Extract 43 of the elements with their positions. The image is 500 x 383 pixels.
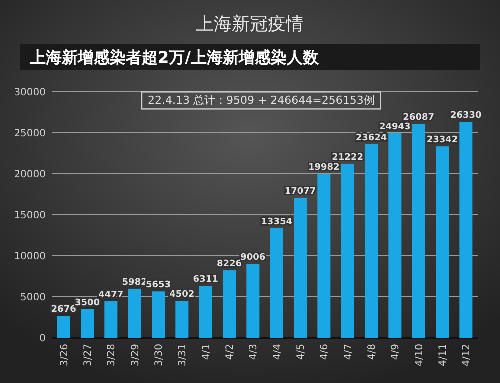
data-label: 5982 [122,278,148,288]
x-tick-label: 4/5 [296,344,307,360]
data-label: 13354 [261,217,292,228]
y-tick-label: 0 [40,334,46,344]
y-tick-label: 25000 [14,128,46,140]
x-tick-label: 4/8 [367,344,378,360]
y-tick-label: 15000 [14,210,46,222]
data-label: 17077 [284,186,316,197]
x-tick-label: 4/9 [390,344,402,360]
y-tick-label: 20000 [14,170,46,180]
x-tick-label: 3/28 [106,344,118,366]
chart-title: 上海新冠疫情 [196,14,304,35]
y-tick-label: 30000 [14,88,46,98]
x-tick-label: 3/27 [83,344,94,366]
x-tick-label: 4/1 [201,344,212,360]
x-tick-label: 4/4 [272,344,284,360]
data-label: 23624 [356,133,388,144]
x-tick-label: 4/3 [248,344,260,360]
x-tick-label: 3/26 [59,344,70,366]
x-tick-label: 3/31 [178,344,189,366]
data-label: 8226 [216,260,242,270]
data-label: 23342 [426,136,458,146]
data-label: 2676 [51,305,76,316]
x-tick-label: 4/12 [462,344,473,366]
x-tick-label: 4/11 [438,344,449,366]
annotation: 22.4.13 总计：9509 + 246644=256153例 [148,94,375,108]
x-tick-label: 3/29 [130,344,142,366]
data-label: 5653 [146,280,172,291]
x-tick-label: 4/2 [225,344,236,360]
data-label: 21222 [332,152,364,163]
y-tick-label: 10000 [14,252,46,262]
x-tick-label: 3/30 [154,344,165,366]
data-label: 6311 [193,275,218,286]
data-label: 3500 [74,298,100,308]
x-tick-label: 4/10 [414,344,426,366]
data-label: 26330 [450,111,482,122]
y-tick-label: 5000 [20,292,46,304]
data-label: 26087 [403,113,434,124]
chart-subtitle: 上海新增感染者超2万/上海新增感染人数 [29,48,320,67]
data-label: 24943 [380,122,411,132]
x-tick-label: 4/6 [320,344,331,360]
x-tick-label: 4/7 [343,344,354,360]
data-label: 19982 [308,163,340,174]
